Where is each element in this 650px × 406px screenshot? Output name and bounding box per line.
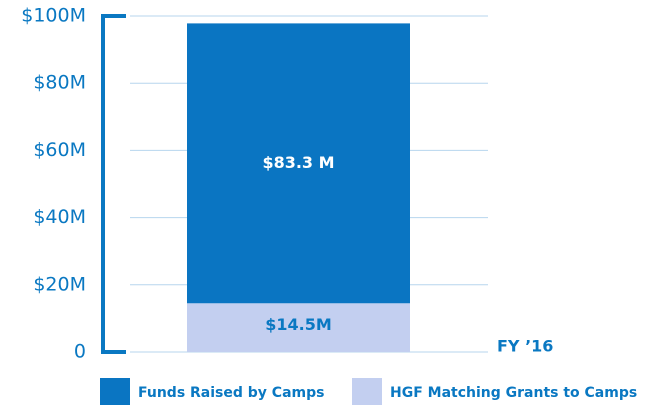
legend-swatch bbox=[352, 378, 382, 405]
axis-bracket bbox=[101, 14, 126, 354]
y-tick-label: $80M bbox=[33, 72, 86, 94]
data-label: $83.3 M bbox=[262, 153, 334, 172]
y-tick-label: $60M bbox=[33, 139, 86, 161]
bar-segment bbox=[187, 303, 410, 352]
axis-bracket-line bbox=[101, 14, 126, 354]
y-tick-label: $40M bbox=[33, 206, 86, 228]
legend-label: Funds Raised by Camps bbox=[138, 385, 324, 401]
y-tick-label: $20M bbox=[33, 273, 86, 295]
bar-segment bbox=[187, 23, 410, 304]
y-tick-label: 0 bbox=[74, 341, 86, 363]
x-tick-label: FY ’16 bbox=[497, 337, 553, 356]
legend-swatch bbox=[100, 378, 130, 405]
legend-label: HGF Matching Grants to Camps bbox=[390, 385, 637, 401]
data-label: $14.5M bbox=[265, 315, 332, 334]
y-tick-label: $100M bbox=[21, 5, 86, 27]
